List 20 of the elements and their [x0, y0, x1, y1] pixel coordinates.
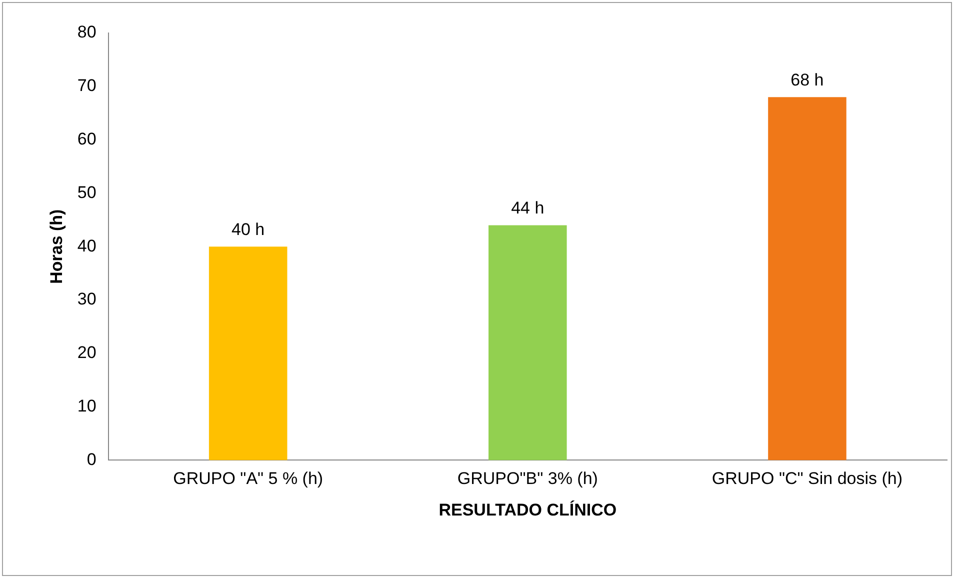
- data-label: 44 h: [511, 198, 544, 218]
- y-tick-label: 60: [77, 129, 96, 148]
- y-tick-label: 20: [77, 343, 96, 362]
- bar: [208, 246, 288, 460]
- x-tick-label: GRUPO"B" 3% (h): [457, 469, 598, 488]
- bar: [488, 225, 567, 460]
- y-tick-label: 0: [86, 450, 96, 469]
- y-tick-label: 80: [77, 22, 96, 42]
- y-tick-label: 50: [77, 182, 96, 202]
- x-axis-title: RESULTADO CLÍNICO: [438, 499, 617, 520]
- y-tick-label: 30: [77, 290, 96, 309]
- data-label: 68 h: [790, 70, 824, 90]
- y-tick-label: 10: [77, 396, 96, 416]
- y-tick-label: 40: [77, 236, 96, 256]
- y-axis-title: Horas (h): [46, 209, 66, 284]
- y-tick-label: 70: [77, 76, 96, 96]
- bar: [768, 97, 846, 460]
- x-tick-label: GRUPO "C" Sin dosis (h): [712, 469, 903, 488]
- x-tick-label: GRUPO "A" 5 % (h): [173, 469, 324, 488]
- data-label: 40 h: [232, 220, 265, 239]
